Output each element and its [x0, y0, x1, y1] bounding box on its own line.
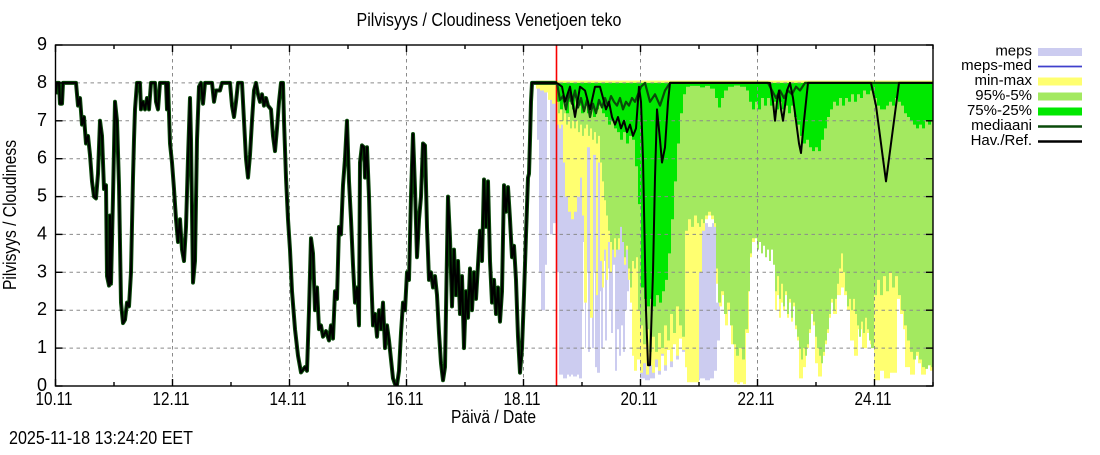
- svg-text:0: 0: [37, 375, 47, 395]
- svg-text:75%-25%: 75%-25%: [967, 102, 1032, 119]
- svg-text:12.11: 12.11: [153, 389, 190, 409]
- svg-text:mediaani: mediaani: [971, 117, 1032, 134]
- svg-text:16.11: 16.11: [387, 389, 424, 409]
- svg-text:6: 6: [37, 148, 47, 168]
- svg-text:24.11: 24.11: [855, 389, 892, 409]
- svg-text:2025-11-18 13:24:20 EET: 2025-11-18 13:24:20 EET: [9, 428, 193, 448]
- svg-text:14.11: 14.11: [270, 389, 307, 409]
- svg-text:1: 1: [37, 337, 47, 357]
- svg-text:22.11: 22.11: [738, 389, 775, 409]
- svg-text:10.11: 10.11: [36, 389, 73, 409]
- svg-text:18.11: 18.11: [504, 389, 541, 409]
- svg-text:95%-5%: 95%-5%: [975, 87, 1032, 104]
- svg-text:min-max: min-max: [974, 72, 1032, 89]
- svg-text:Pilvisyys / Cloudiness: Pilvisyys / Cloudiness: [0, 140, 20, 290]
- svg-text:Hav./Ref.: Hav./Ref.: [971, 132, 1032, 149]
- svg-text:8: 8: [37, 72, 47, 92]
- svg-text:3: 3: [37, 261, 47, 281]
- svg-text:Päivä / Date: Päivä / Date: [451, 407, 536, 427]
- svg-text:meps-med: meps-med: [961, 57, 1032, 74]
- svg-text:Pilvisyys / Cloudiness Venetjo: Pilvisyys / Cloudiness Venetjoen teko: [357, 10, 622, 30]
- svg-text:meps: meps: [995, 43, 1032, 60]
- svg-text:9: 9: [37, 34, 47, 54]
- svg-text:4: 4: [37, 223, 47, 243]
- svg-text:2: 2: [37, 299, 47, 319]
- svg-text:7: 7: [37, 110, 47, 130]
- svg-text:20.11: 20.11: [621, 389, 658, 409]
- svg-text:5: 5: [37, 186, 47, 206]
